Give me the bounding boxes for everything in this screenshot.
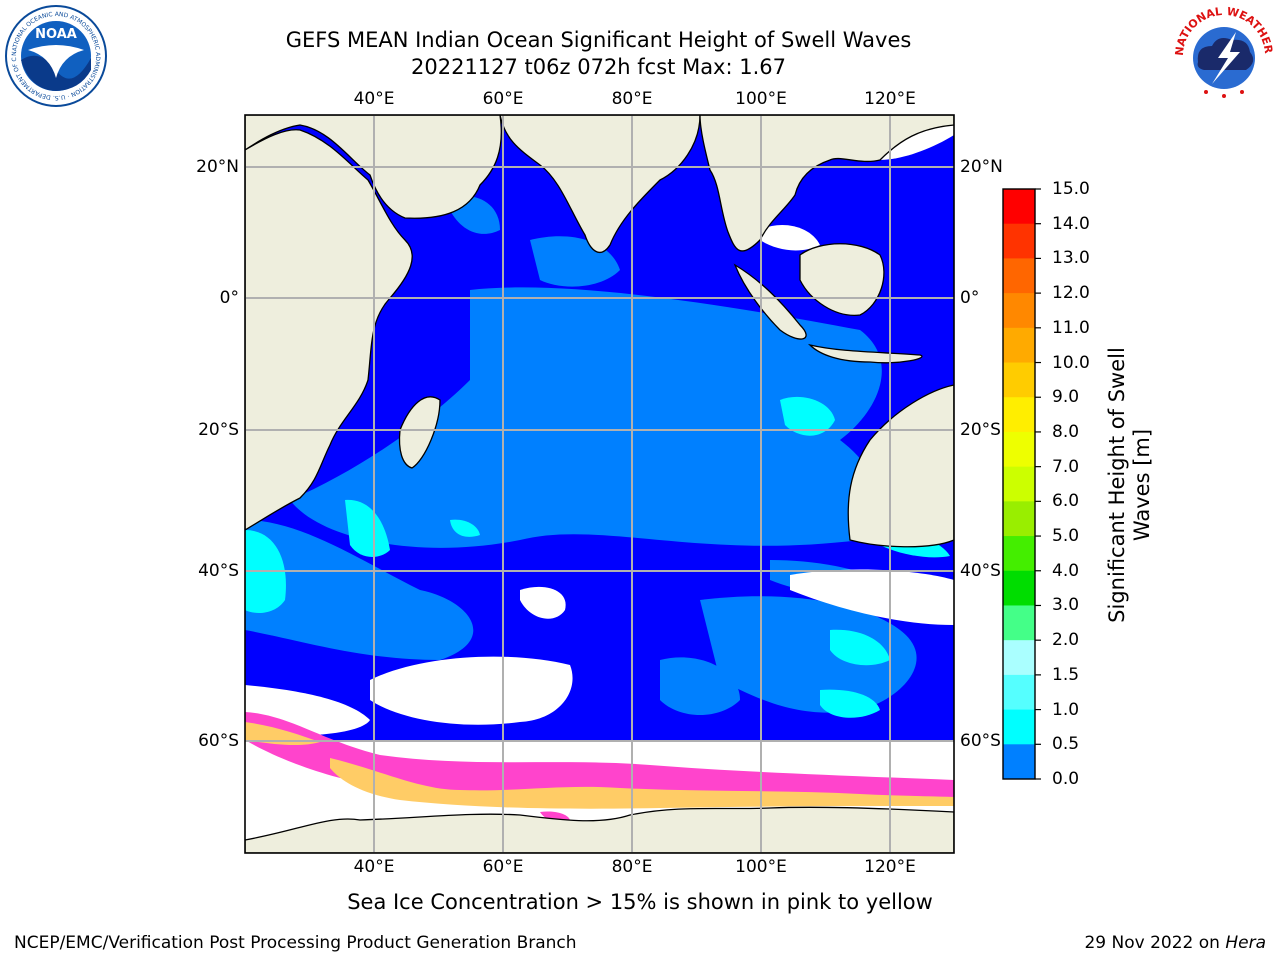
colorbar-tick-label: 4.0 <box>1052 560 1080 581</box>
lat-tick-right-20s: 20°S <box>960 420 1001 440</box>
sumatra-land <box>733 263 807 340</box>
noaa-logo-text: NOAA <box>35 27 77 42</box>
map-area <box>245 115 954 853</box>
colorbar-tick-label: 0.0 <box>1052 769 1080 789</box>
colorbar-tick-label: 9.0 <box>1052 387 1080 408</box>
colorbar-frame <box>1002 188 1036 780</box>
lon-tick-bottom-40e: 40°E <box>353 857 395 877</box>
colorbar-segment <box>1003 189 1035 225</box>
colorbar-segment <box>1003 397 1035 433</box>
lat-tick-right-40s: 40°S <box>960 561 1001 581</box>
lat-tick-right-60s: 60°S <box>960 731 1001 751</box>
australia-land <box>847 384 954 548</box>
colorbar-tick-label: 10.0 <box>1052 352 1090 373</box>
lon-tick-top-60e: 60°E <box>482 89 524 109</box>
colorbar-tick-label: 15.0 <box>1052 179 1090 199</box>
colorbar-tick-label: 13.0 <box>1052 248 1090 269</box>
lon-tick-bottom-100e: 100°E <box>735 857 787 877</box>
colorbar <box>1003 188 1041 780</box>
sea-ice-band <box>245 712 954 822</box>
lon-tick-bottom-60e: 60°E <box>482 857 524 877</box>
lat-tick-left-0: 0° <box>219 288 239 308</box>
india-land <box>499 115 701 254</box>
colorbar-tick-label: 8.0 <box>1052 421 1080 442</box>
noaa-logo: NATIONAL OCEANIC AND ATMOSPHERIC ADMINIS… <box>0 0 107 107</box>
footer-date: 29 Nov 2022 on Hera <box>1084 933 1266 953</box>
sea-ice-caption: Sea Ice Concentration > 15% is shown in … <box>347 890 933 914</box>
colorbar-segment <box>1003 536 1035 572</box>
chart-subtitle: 20221127 t06z 072h fcst Max: 1.67 <box>411 55 786 79</box>
colorbar-tick-label: 1.0 <box>1052 699 1080 720</box>
colorbar-tick-label: 2.0 <box>1052 630 1080 651</box>
chart-title: GEFS MEAN Indian Ocean Significant Heigh… <box>285 28 912 52</box>
colorbar-segment <box>1003 709 1035 745</box>
colorbar-tick-label: 1.5 <box>1052 664 1080 685</box>
map-gridlines <box>245 115 954 853</box>
map-frame <box>244 114 955 854</box>
lon-tick-top-120e: 120°E <box>864 89 916 109</box>
colorbar-segment <box>1003 431 1035 468</box>
colorbar-tick-label: 12.0 <box>1052 283 1090 304</box>
lon-tick-bottom-80e: 80°E <box>611 857 653 877</box>
colorbar-tick-label: 7.0 <box>1052 456 1080 477</box>
lat-tick-left-20n: 20°N <box>196 157 239 177</box>
lon-tick-top-40e: 40°E <box>353 89 395 109</box>
java-land <box>807 343 923 364</box>
lat-tick-left-60s: 60°S <box>198 731 239 751</box>
lon-tick-bottom-120e: 120°E <box>864 857 916 877</box>
lat-tick-left-40s: 40°S <box>198 561 239 581</box>
colorbar-segment <box>1003 674 1035 711</box>
colorbar-tick-label: 0.5 <box>1052 734 1080 755</box>
madagascar-land <box>398 396 441 469</box>
colorbar-tick-label: 6.0 <box>1052 491 1080 512</box>
lat-tick-left-20s: 20°S <box>198 420 239 440</box>
footer-credit: NCEP/EMC/Verification Post Processing Pr… <box>14 933 577 953</box>
colorbar-segment <box>1003 223 1035 259</box>
colorbar-segment <box>1003 501 1035 537</box>
colorbar-segment <box>1003 327 1035 364</box>
lon-tick-top-100e: 100°E <box>735 89 787 109</box>
colorbar-segment <box>1003 570 1035 606</box>
lon-tick-top-80e: 80°E <box>611 89 653 109</box>
colorbar-segment <box>1003 605 1035 641</box>
colorbar-segment <box>1003 293 1035 329</box>
colorbar-tick-label: 5.0 <box>1052 526 1080 547</box>
colorbar-segment <box>1003 466 1035 502</box>
antarctica-land <box>245 806 954 853</box>
footer-host: Hera <box>1225 933 1266 953</box>
colorbar-tick-label: 3.0 <box>1052 595 1080 616</box>
colorbar-segment <box>1003 362 1035 398</box>
colorbar-tick-label: 11.0 <box>1052 317 1090 338</box>
colorbar-tick-label: 14.0 <box>1052 213 1090 234</box>
colorbar-segment <box>1003 258 1035 294</box>
colorbar-segment <box>1003 640 1035 676</box>
lat-tick-right-20n: 20°N <box>960 157 1003 177</box>
footer-date-text: 29 Nov 2022 on <box>1084 933 1226 953</box>
lat-tick-right-0: 0° <box>960 288 980 308</box>
colorbar-label: Significant Height of Swell Waves [m] <box>1105 347 1154 623</box>
colorbar-segment <box>1003 744 1035 780</box>
